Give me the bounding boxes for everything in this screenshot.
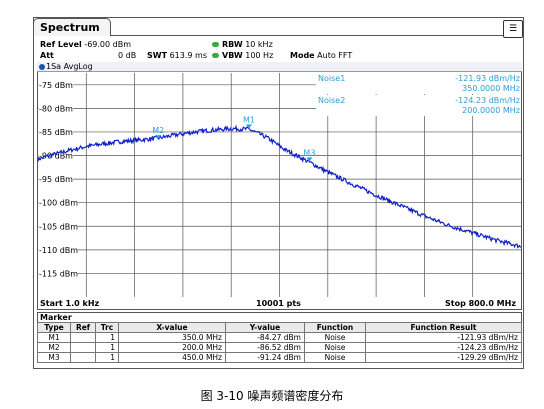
ref-level-readout: Ref Level -69.00 dBm (40, 40, 131, 49)
marker-label: M2 (152, 126, 164, 135)
att-label: Att (40, 51, 54, 60)
y-tick-label: -75 dBm (39, 81, 73, 90)
vbw-label: VBW (222, 51, 243, 60)
tab-divider (111, 35, 524, 36)
mode-readout: Mode Auto FFT (290, 51, 352, 60)
col-type: Type (37, 322, 71, 333)
noise-readout-bg (316, 95, 521, 116)
mode-value: Auto FFT (317, 51, 353, 60)
noise-readout-value: -121.93 dBm/Hz (455, 74, 520, 83)
rbw-value: 10 kHz (245, 40, 273, 49)
noise-readout-value: -124.23 dBm/Hz (455, 96, 520, 105)
y-tick-label: -105 dBm (39, 222, 78, 231)
cell-x-value: 450.0 MHz (118, 352, 226, 363)
y-tick-label: -100 dBm (39, 199, 78, 208)
trace-line (37, 124, 522, 249)
y-tick-label-bg (38, 174, 73, 184)
cell-y-value: -91.24 dBm (225, 352, 305, 363)
table-row[interactable]: M3 1 450.0 MHz -91.24 dBm Noise -129.29 … (37, 352, 522, 363)
cell-ref (70, 352, 96, 363)
swt-readout: SWT 613.9 ms (147, 51, 207, 60)
col-ref: Ref (70, 322, 96, 333)
trace-info-bar: 1Sa AvgLog (37, 62, 522, 72)
mode-label: Mode (290, 51, 315, 60)
y-tick-label-bg (38, 221, 78, 231)
y-tick-label: -95 dBm (39, 175, 73, 184)
rbw-label: RBW (222, 40, 243, 49)
y-tick-label: -115 dBm (39, 269, 78, 278)
sweep-points: 10001 pts (256, 299, 301, 308)
noise-readout-frequency: 350.0000 MHz (462, 84, 520, 93)
marker-label: M3 (303, 148, 315, 157)
y-tick-label-bg (38, 126, 73, 136)
noise-readout-frequency: 200.0000 MHz (462, 106, 520, 115)
y-tick-label-bg (38, 103, 73, 113)
marker-m2-icon (155, 135, 162, 140)
cell-trc: 1 (95, 332, 119, 343)
col-x-value: X-value (118, 322, 226, 333)
marker-m1-icon (245, 124, 252, 129)
y-tick-label-bg (38, 268, 78, 278)
att-value: 0 dB (118, 51, 137, 60)
cell-type: M2 (37, 342, 71, 353)
cell-ref (70, 332, 96, 343)
cell-type: M3 (37, 352, 71, 363)
vbw-indicator-icon (212, 53, 219, 58)
cell-function: Noise (304, 332, 366, 343)
y-tick-label-bg (38, 244, 78, 254)
col-function-result: Function Result (365, 322, 522, 333)
swt-label: SWT (147, 51, 168, 60)
marker-table-title: Marker (37, 312, 522, 322)
rbw-readout: RBW 10 kHz (212, 40, 273, 49)
table-row[interactable]: M2 1 200.0 MHz -86.52 dBm Noise -124.23 … (37, 342, 522, 353)
figure-caption: 图 3-10 噪声频谱密度分布 (200, 389, 344, 403)
cell-x-value: 200.0 MHz (118, 342, 226, 353)
noise-readout-name: Noise2 (318, 96, 345, 105)
stop-frequency: Stop 800.0 MHz (445, 299, 516, 308)
cell-function-result: -121.93 dBm/Hz (365, 332, 522, 343)
y-tick-label-bg (38, 197, 78, 207)
y-tick-label: -80 dBm (39, 104, 73, 113)
ref-level-value: -69.00 dBm (84, 40, 132, 49)
table-row[interactable]: M1 1 350.0 MHz -84.27 dBm Noise -121.93 … (37, 332, 522, 343)
rbw-indicator-icon (212, 42, 219, 47)
cell-trc: 1 (95, 342, 119, 353)
col-trc: Trc (95, 322, 119, 333)
cell-function-result: -129.29 dBm/Hz (365, 352, 522, 363)
col-y-value: Y-value (225, 322, 305, 333)
y-tick-label: -85 dBm (39, 128, 73, 137)
y-tick-label-bg (38, 79, 73, 89)
cell-function: Noise (304, 352, 366, 363)
ref-level-label: Ref Level (40, 40, 82, 49)
noise-readout-name: Noise1 (318, 74, 345, 83)
cell-function-result: -124.23 dBm/Hz (365, 342, 522, 353)
col-function: Function (304, 322, 366, 333)
marker-label: M1 (243, 116, 255, 125)
marker-m3-icon (306, 157, 313, 162)
cell-trc: 1 (95, 352, 119, 363)
cell-type: M1 (37, 332, 71, 343)
tab-spectrum-label: Spectrum (40, 21, 100, 34)
cell-x-value: 350.0 MHz (118, 332, 226, 343)
marker-table: Type Ref Trc X-value Y-value Function Fu… (37, 322, 522, 363)
vbw-value: 100 Hz (245, 51, 274, 60)
start-frequency: Start 1.0 kHz (40, 299, 100, 308)
y-tick-label: -110 dBm (39, 246, 78, 255)
marker-table-header-row: Type Ref Trc X-value Y-value Function Fu… (37, 322, 522, 333)
tab-spectrum[interactable]: Spectrum (33, 18, 111, 36)
trace-indicator-icon (39, 63, 45, 70)
att-readout: Att (40, 51, 54, 60)
cell-function: Noise (304, 342, 366, 353)
cell-y-value: -86.52 dBm (225, 342, 305, 353)
noise-readout-bg (316, 73, 521, 94)
trace-label: 1Sa AvgLog (46, 62, 93, 71)
cell-ref (70, 342, 96, 353)
swt-value: 613.9 ms (169, 51, 207, 60)
list-icon[interactable]: ☰ (503, 20, 523, 38)
cell-y-value: -84.27 dBm (225, 332, 305, 343)
vbw-readout: VBW 100 Hz (212, 51, 273, 60)
